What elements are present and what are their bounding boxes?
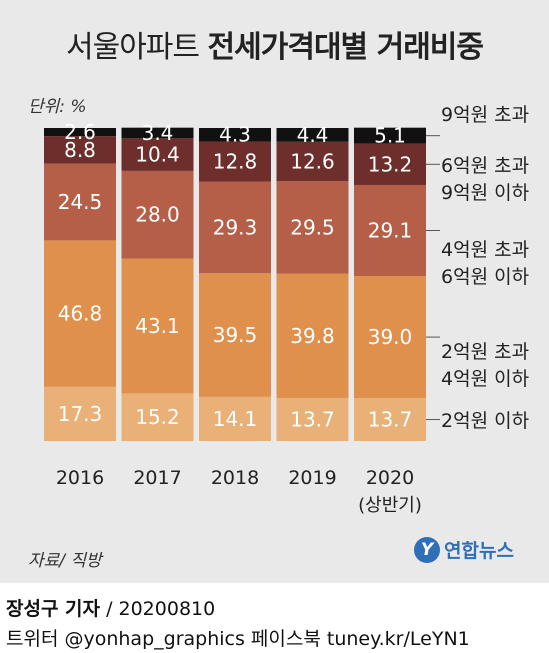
stacked-bar-chart: 17.3 46.8 24.5 8.82.6 2016 15.2 43.1 28.0 10.43.… bbox=[44, 104, 529, 516]
data-label: 29.3 bbox=[213, 215, 258, 239]
source-label: 자료/ 직방 bbox=[28, 551, 102, 571]
bar-segment bbox=[354, 143, 426, 185]
x-tick-label: 2020 bbox=[366, 467, 414, 489]
data-label: 39.5 bbox=[213, 323, 258, 347]
bar-segment bbox=[354, 127, 426, 144]
data-label: 15.2 bbox=[135, 405, 180, 429]
data-label: 14.1 bbox=[213, 407, 258, 431]
x-tick-label: 2017 bbox=[133, 467, 181, 489]
data-label: 12.6 bbox=[290, 149, 335, 173]
bar-segment bbox=[199, 273, 271, 397]
bar-segment bbox=[354, 276, 426, 399]
legend-label: 6억원 이하 bbox=[441, 266, 529, 288]
bar-segment bbox=[121, 127, 194, 139]
legend-label: 4억원 초과 bbox=[441, 239, 529, 261]
bar-segment bbox=[276, 398, 349, 441]
data-label: 17.3 bbox=[58, 402, 103, 426]
title-bold: 전세가격대별 거래비중 bbox=[207, 30, 484, 65]
data-label: 39.8 bbox=[290, 324, 335, 348]
credit-social: 트위터 @yonhap_graphics 페이스북 tuney.kr/LeYN1 bbox=[6, 628, 470, 650]
bar-segment bbox=[354, 398, 426, 441]
data-label: 12.8 bbox=[213, 149, 258, 173]
bar-segment bbox=[199, 181, 271, 274]
bar-segment bbox=[44, 136, 116, 164]
bar-segment bbox=[276, 181, 349, 274]
bar-segment bbox=[121, 170, 194, 259]
legend-label: 9억원 초과 bbox=[441, 104, 529, 126]
yonhap-logo: Y 연합뉴스 bbox=[414, 536, 514, 563]
legend-label: 9억원 이하 bbox=[441, 182, 529, 204]
legend-label: 4억원 이하 bbox=[441, 368, 529, 390]
x-tick-label: 2019 bbox=[288, 467, 336, 489]
data-label: 5.1 bbox=[374, 124, 406, 148]
logo-mark-icon: Y bbox=[414, 536, 440, 563]
data-label: 13.7 bbox=[368, 408, 413, 432]
data-label: 39.0 bbox=[368, 325, 413, 349]
data-label: 29.1 bbox=[368, 219, 413, 243]
bar-segment bbox=[199, 128, 271, 142]
credit-author: 장성구 기자 bbox=[6, 598, 101, 620]
chart-title: 서울아파트 전세가격대별 거래비중 bbox=[0, 22, 549, 66]
bar-segment bbox=[276, 128, 349, 142]
legend-label: 2억원 초과 bbox=[441, 341, 529, 363]
bar-segment bbox=[121, 393, 194, 441]
legend-label: 2억원 이하 bbox=[441, 410, 529, 432]
bar-segment bbox=[276, 273, 349, 399]
bar-segment bbox=[44, 386, 116, 441]
x-tick-label: 2018 bbox=[211, 467, 259, 489]
bar-segment bbox=[121, 138, 194, 171]
data-label: 4.4 bbox=[297, 123, 329, 147]
credit-line: 장성구 기자 / 20200810 bbox=[6, 594, 215, 621]
data-label: 2.6 bbox=[64, 120, 96, 144]
data-label: 13.2 bbox=[368, 152, 413, 176]
x-tick-sublabel: (상반기) bbox=[358, 495, 422, 516]
data-label: 8.8 bbox=[64, 138, 96, 162]
legend-label: 6억원 초과 bbox=[441, 155, 529, 177]
bar-segment bbox=[276, 141, 349, 182]
title-light: 서울아파트 bbox=[66, 30, 200, 65]
bar-segment bbox=[44, 128, 116, 137]
bar-segment bbox=[354, 184, 426, 277]
data-label: 43.1 bbox=[135, 314, 180, 338]
data-label: 24.5 bbox=[58, 190, 103, 214]
data-label: 3.4 bbox=[142, 121, 174, 145]
credit-date: / 20200810 bbox=[106, 598, 216, 620]
bar-segment bbox=[121, 258, 194, 394]
x-tick-label: 2016 bbox=[56, 467, 104, 489]
data-label: 29.5 bbox=[290, 215, 335, 239]
data-label: 46.8 bbox=[58, 302, 103, 326]
bar-segment bbox=[44, 163, 116, 241]
data-label: 10.4 bbox=[135, 143, 180, 167]
data-label: 28.0 bbox=[135, 203, 180, 227]
bar-segment bbox=[199, 396, 271, 441]
bar-segment bbox=[199, 141, 271, 182]
bar-segment bbox=[44, 240, 116, 387]
logo-text: 연합뉴스 bbox=[444, 540, 514, 562]
data-label: 13.7 bbox=[290, 408, 335, 432]
data-label: 4.3 bbox=[219, 123, 251, 147]
unit-label: 단위: % bbox=[28, 97, 87, 117]
